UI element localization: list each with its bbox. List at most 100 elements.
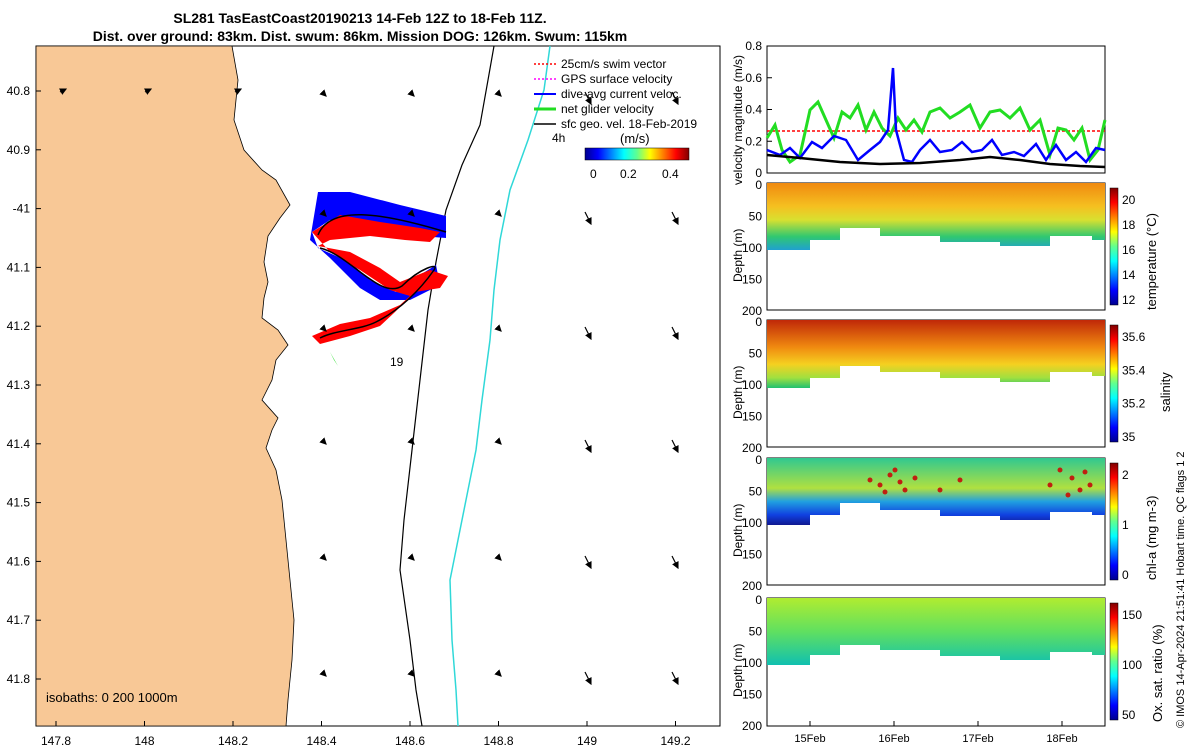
current-arrow xyxy=(494,89,502,97)
lat-tick-label: 41.2 xyxy=(7,319,31,333)
current-arrow xyxy=(671,439,679,454)
chla-point xyxy=(912,475,918,481)
current-arrow xyxy=(584,211,592,226)
temperature-ylabel: Depth (m) xyxy=(731,229,745,282)
chla-point xyxy=(1087,482,1093,488)
chla-cblabel: chl-a (mg m-3) xyxy=(1144,495,1159,580)
chla-point xyxy=(867,477,873,483)
temperature-panel: 0 50 100 150 200 12 14 16 18 20 Depth (m) temper… xyxy=(731,178,1159,318)
lat-tick-label: -41 xyxy=(13,202,31,216)
map-lon-ticks: 147.8 148 148.2 148.4 148.6 148.8 149 149.2 xyxy=(41,721,691,748)
current-arrow xyxy=(494,437,502,445)
map-panel: 19 25cm/s swim vector GPS surface veloci… xyxy=(7,45,721,748)
legend-item-dac: dive-avg current veloc. xyxy=(561,87,682,101)
credit-text: © IMOS 14-Apr-2024 21:51:41 Hobart time.… xyxy=(1175,451,1187,728)
depth-tick-label: 50 xyxy=(749,210,763,224)
glider-track-line xyxy=(317,213,447,339)
salinity-cb-ticks: 35 35.2 35.4 35.6 xyxy=(1122,330,1146,444)
depth-tick-label: 100 xyxy=(742,516,762,530)
depth-tick-label: 200 xyxy=(742,719,762,733)
chla-point xyxy=(1047,482,1053,488)
chla-point xyxy=(892,467,898,473)
lat-tick-label: 41.8 xyxy=(7,672,31,686)
depth-tick-label: 150 xyxy=(742,548,762,562)
cb-tick-label: 1 xyxy=(1122,518,1129,532)
cb-tick-label: 100 xyxy=(1122,658,1142,672)
map-colorbar xyxy=(584,147,690,161)
chla-point xyxy=(1065,492,1071,498)
cb-tick-label: 20 xyxy=(1122,193,1136,207)
depth-tick-label: 150 xyxy=(742,410,762,424)
depth-tick-label: 200 xyxy=(742,304,762,318)
current-arrow xyxy=(584,555,592,570)
cb-tick-label: 35.2 xyxy=(1122,397,1146,411)
current-arrow xyxy=(59,88,68,95)
oxygen-colorbar xyxy=(1109,602,1119,721)
land-mass xyxy=(35,45,295,727)
legend-item-swim: 25cm/s swim vector xyxy=(561,57,666,71)
glider-track-red xyxy=(312,215,448,344)
salinity-cblabel: salinity xyxy=(1158,372,1173,412)
current-arrow xyxy=(671,91,679,106)
cb-tick-label: 14 xyxy=(1122,268,1136,282)
time-axis-ticks: 15Feb 16Feb 17Feb 18Feb xyxy=(794,721,1078,745)
cb-tick-label: 35.4 xyxy=(1122,363,1146,377)
vel-tick-label: 0.2 xyxy=(745,134,762,148)
chla-panel: 0 50 100 150 200 0 1 2 Depth (m) chl-a (mg m-3… xyxy=(731,453,1159,593)
current-arrow xyxy=(584,326,592,341)
lon-tick-label: 148 xyxy=(134,734,154,748)
day-label-19: 19 xyxy=(390,355,404,369)
chla-point xyxy=(1077,487,1083,493)
chla-colorbar xyxy=(1109,462,1119,581)
chla-point xyxy=(902,487,908,493)
time-tick-label: 18Feb xyxy=(1046,733,1077,745)
chla-point xyxy=(957,477,963,483)
depth-tick-label: 100 xyxy=(742,656,762,670)
current-arrow xyxy=(407,89,415,97)
vel-tick-label: 0 xyxy=(755,166,762,180)
cb-tick-label: 2 xyxy=(1122,468,1129,482)
velocity-panel: 0 0.2 0.4 0.6 0.8 velocity magnitude (m/s) xyxy=(731,39,1107,185)
current-arrow xyxy=(319,324,327,332)
colorbar-tick-1: 0.2 xyxy=(620,167,637,181)
depth-tick-label: 0 xyxy=(755,453,762,467)
lat-tick-label: 41.3 xyxy=(7,378,31,392)
isobath-200m xyxy=(399,45,495,727)
current-arrow xyxy=(407,324,415,332)
cb-tick-label: 35 xyxy=(1122,430,1136,444)
lon-tick-label: 148.8 xyxy=(483,734,513,748)
chla-point xyxy=(1082,469,1088,475)
chla-field xyxy=(767,458,1105,525)
temperature-cblabel: temperature (°C) xyxy=(1144,213,1159,310)
oxygen-y-ticks: 0 50 100 150 200 xyxy=(742,593,762,733)
current-arrow xyxy=(407,553,415,561)
oxygen-ylabel: Depth (m) xyxy=(731,644,745,697)
current-arrow xyxy=(671,326,679,341)
current-arrow xyxy=(671,671,679,686)
cb-tick-label: 35.6 xyxy=(1122,330,1146,344)
current-arrow xyxy=(584,91,592,106)
time-tick-label: 15Feb xyxy=(794,733,825,745)
current-arrow xyxy=(584,671,592,686)
surface-current-arrows xyxy=(59,88,679,686)
lon-tick-label: 148.2 xyxy=(218,734,248,748)
chla-point xyxy=(1057,467,1063,473)
cb-tick-label: 50 xyxy=(1122,708,1136,722)
current-arrow xyxy=(494,209,502,217)
net-velocity-series xyxy=(765,99,1107,165)
salinity-panel: 0 50 100 150 200 35 35.2 35.4 35.6 Depth (m) sa… xyxy=(731,315,1173,455)
current-arrow xyxy=(234,88,243,95)
vel-tick-label: 0.4 xyxy=(745,103,762,117)
map-legend: 25cm/s swim vector GPS surface velocity … xyxy=(534,57,697,181)
chla-cb-ticks: 0 1 2 xyxy=(1122,468,1129,582)
dac-velocity-series xyxy=(766,67,1106,164)
geo-velocity-series xyxy=(766,153,1106,169)
current-arrow xyxy=(494,553,502,561)
velocity-ylabel: velocity magnitude (m/s) xyxy=(731,55,745,185)
current-arrow xyxy=(144,88,153,95)
depth-tick-label: 50 xyxy=(749,625,763,639)
depth-tick-label: 200 xyxy=(742,579,762,593)
map-lat-ticks: 40.8 40.9 -41 41.1 41.2 41.3 41.4 41.5 41.6 41.7 4… xyxy=(7,84,41,686)
lat-tick-label: 41.5 xyxy=(7,496,31,510)
chla-point xyxy=(1069,475,1075,481)
